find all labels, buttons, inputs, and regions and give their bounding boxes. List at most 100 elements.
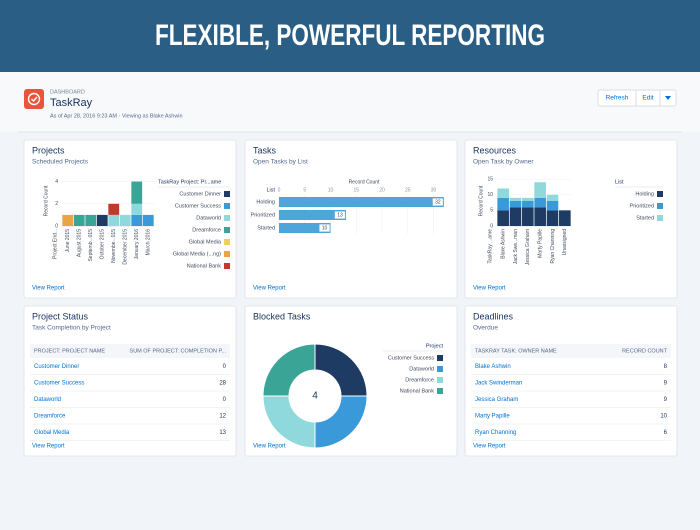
widget-subtitle: Scheduled Projects — [32, 159, 89, 166]
header-label: DASHBOARD — [50, 89, 85, 95]
value-label-box — [432, 198, 444, 206]
header — [0, 72, 700, 132]
bar-segment — [546, 201, 559, 211]
x-tick-label: Septemb...015 — [88, 229, 94, 262]
bar-segment — [497, 197, 509, 211]
legend-label: National Bank — [187, 263, 221, 269]
bar-segment — [546, 210, 559, 226]
legend-title: TaskRay Project: Pr...ame — [158, 179, 221, 185]
legend-swatch — [224, 239, 230, 245]
legend-label: Dataworld — [409, 366, 434, 372]
value-label-box — [319, 224, 330, 232]
x-tick-label: Ryan Channing — [550, 229, 556, 264]
refresh-button[interactable]: Refresh — [606, 95, 629, 102]
value-label: 13 — [337, 212, 343, 218]
legend-swatch — [657, 203, 663, 209]
cell-value: 0 — [223, 364, 227, 370]
x-tick-label: Jessica Graham — [525, 229, 531, 265]
y-axis-label: Record Count — [478, 185, 484, 216]
widget-title: Projects — [32, 145, 65, 155]
table-header — [471, 344, 671, 358]
widget-body: Record Count List 0 5 10 15 20 25 30 Holding 32 Pri… — [251, 179, 444, 234]
x-tick-label: 30 — [431, 187, 437, 193]
legend-title: Project — [426, 343, 444, 349]
legend-label: Dreamforce — [405, 377, 434, 383]
widget-card — [23, 305, 237, 457]
x-tick-label: June 2015 — [65, 229, 71, 253]
legend-label: Customer Success — [175, 203, 221, 209]
widget: Resources Open Task by Owner View Report Re… — [464, 139, 678, 299]
cell-link: Marty Papille — [475, 413, 510, 419]
widget: Projects Scheduled Projects View Report Rec… — [23, 139, 237, 299]
cell-link: Global Media — [34, 430, 70, 436]
cell-link: Dataworld — [34, 397, 61, 403]
widget-title: Tasks — [253, 145, 277, 155]
widget-subtitle: Overdue — [473, 325, 498, 332]
edit-button[interactable]: Edit — [642, 95, 653, 102]
widget-subtitle: Task Completion by Project — [32, 325, 111, 332]
bar-segment — [534, 182, 546, 198]
cell-link: Blake Ashwin — [475, 364, 511, 370]
widget-subtitle: Open Tasks by List — [253, 159, 308, 166]
view-report-link[interactable]: View Report — [253, 286, 286, 292]
y-tick-label: 4 — [55, 179, 58, 185]
bar-segment — [522, 197, 534, 201]
legend-swatch — [224, 203, 230, 209]
cell-value: 10 — [660, 413, 667, 419]
cell-value: 28 — [219, 380, 226, 386]
legend-swatch — [224, 215, 230, 221]
widget-title: Resources — [473, 145, 517, 155]
widget-subtitle: Open Task by Owner — [473, 159, 534, 166]
icon-glyph — [27, 92, 41, 106]
x-tick-label: Novembe...015 — [111, 229, 117, 263]
cell-value: 8 — [664, 364, 668, 370]
legend-swatch — [437, 355, 443, 361]
table-header — [30, 344, 230, 358]
bar-segment — [497, 210, 509, 226]
cell-link: Customer Dinner — [34, 364, 79, 370]
donut-slice — [262, 343, 316, 397]
y-tick-label: 15 — [487, 176, 493, 182]
menu-button[interactable] — [665, 96, 671, 100]
legend-label: Dataworld — [196, 215, 221, 221]
legend-label: Global Media (...ng) — [173, 251, 221, 257]
view-report-link[interactable]: View Report — [473, 444, 506, 450]
donut-total: 4 — [312, 391, 318, 402]
bar-segment — [62, 214, 74, 226]
view-report-link[interactable]: View Report — [32, 286, 65, 292]
view-report-link[interactable]: View Report — [253, 444, 286, 450]
legend-title: List — [615, 179, 624, 185]
column-header: PROJECT: PROJECT NAME — [34, 348, 105, 354]
bar-segment — [509, 201, 522, 208]
value-label: 10 — [322, 225, 328, 231]
banner-title: FLEXIBLE, POWERFUL REPORTING — [155, 19, 545, 52]
x-axis-label: TaskRay ...ame — [487, 229, 493, 264]
y-tick-label: Started — [257, 225, 275, 231]
bar-segment — [131, 203, 143, 215]
widget-body: TASKRAY TASK: OWNER NAME RECORD COUNT Blak… — [471, 344, 671, 441]
view-report-link[interactable]: View Report — [473, 286, 506, 292]
widget-title: Blocked Tasks — [253, 311, 311, 321]
y-tick-label: Holding — [256, 199, 275, 205]
y-tick-label: 2 — [55, 201, 58, 207]
x-tick-label: August 2015 — [77, 229, 83, 257]
x-tick-label: 5 — [303, 187, 306, 193]
legend-label: Holding — [635, 191, 654, 197]
value-label-box — [334, 211, 346, 219]
dashboard-icon — [24, 89, 44, 109]
cell-link: Jessica Graham — [475, 397, 518, 403]
cell-link: Dreamforce — [34, 413, 66, 419]
widget-body: Record Count 0 5 10 15 TaskRay ...ame Blake As… — [478, 176, 663, 265]
view-report-link[interactable]: View Report — [32, 444, 65, 450]
x-tick-label: March 2016 — [146, 229, 152, 256]
legend-swatch — [437, 366, 443, 372]
bar-segment — [497, 188, 509, 198]
legend-swatch — [437, 388, 443, 394]
cell-link: Jack Swinderman — [475, 380, 522, 386]
widget-body: PROJECT: PROJECT NAME SUM OF PROJECT: COM… — [30, 344, 230, 441]
cell-value: 13 — [219, 430, 226, 436]
header-title: TaskRay — [50, 97, 93, 109]
bar — [279, 197, 444, 207]
x-tick-label: 20 — [379, 187, 385, 193]
